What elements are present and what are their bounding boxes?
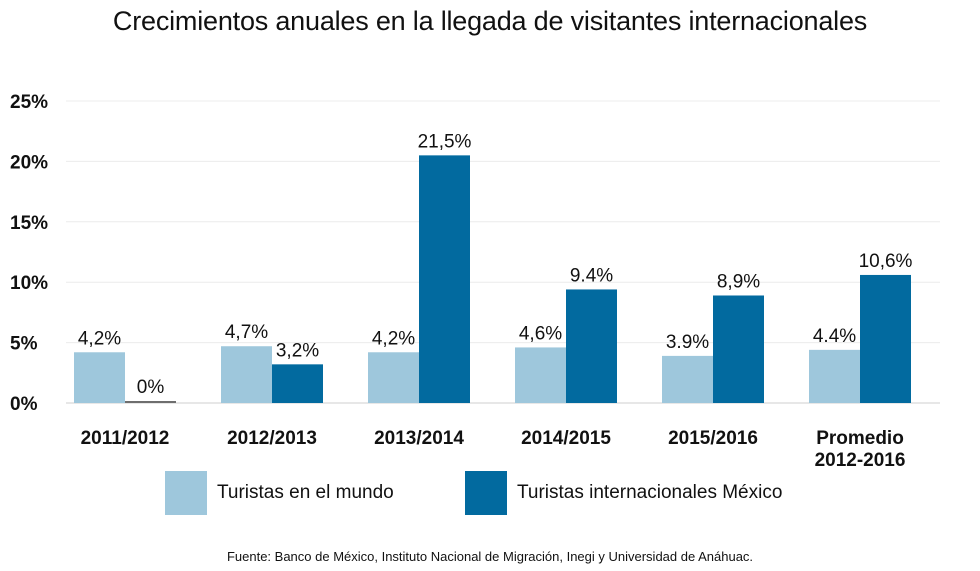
y-axis: 0% 5% 10% 15% 20% 25% [10,92,48,415]
data-label: 4,7% [225,322,268,343]
bar [662,355,713,403]
y-tick-label: 15% [10,213,48,234]
bar [419,155,470,403]
x-tick-label: 2014/2015 [521,428,611,449]
y-tick-label: 20% [10,152,48,173]
data-label: 3.9% [666,332,709,353]
data-label: 21,5% [418,131,472,152]
bar-zero [125,401,176,403]
data-label: 3,2% [276,340,319,361]
x-tick-label: Promedio [816,428,904,449]
legend-label-world: Turistas en el mundo [217,482,394,503]
data-label: 0% [137,377,165,398]
data-label: 10,6% [859,251,913,272]
data-label: 4,6% [519,323,562,344]
bar [368,352,419,403]
y-tick-label: 0% [10,394,38,415]
bar-chart: 0% 5% 10% 15% 20% 25% 4,2% 0% 4,7% 3,2% 4,2% 21,5%… [10,92,940,470]
bar [566,289,617,403]
bar [713,295,764,403]
bar [272,364,323,403]
bar [515,347,566,403]
x-tick-label: 2012-2016 [815,450,906,470]
bar [809,349,860,403]
x-tick-label: 2011/2012 [81,428,170,449]
legend-label-mexico: Turistas internacionales México [517,482,783,503]
chart-title: Crecimientos anuales en la llegada de vi… [112,6,868,36]
source-note: Fuente: Banco de México, Instituto Nacio… [226,549,754,564]
y-tick-label: 5% [10,334,38,355]
y-tick-label: 10% [10,273,48,294]
data-label: 8,9% [717,271,760,292]
data-labels: 4,2% 0% 4,7% 3,2% 4,2% 21,5% 4,6% 9.4% 3.9% 8,9% 4… [78,131,913,398]
y-tick-label: 25% [10,92,48,113]
x-tick-label: 2012/2013 [227,428,317,449]
legend-swatch-mexico [465,471,507,515]
legend-item-mexico: Turistas internacionales México [465,471,782,515]
data-label: 9.4% [570,265,613,286]
bars [74,155,911,403]
legend-item-world: Turistas en el mundo [165,471,394,515]
x-axis: 2011/2012 2012/2013 2013/2014 2014/2015 2015… [81,428,906,470]
legend-swatch-world [165,471,207,515]
data-label: 4,2% [78,328,121,349]
bar [221,346,272,403]
data-label: 4.4% [813,326,856,347]
bar [860,274,911,403]
data-label: 4,2% [372,328,415,349]
legend: Turistas en el mundo Turistas internacio… [0,471,980,515]
x-tick-label: 2015/2016 [668,428,758,449]
x-tick-label: 2013/2014 [374,428,464,449]
bar [74,352,125,403]
gridlines [66,100,940,404]
